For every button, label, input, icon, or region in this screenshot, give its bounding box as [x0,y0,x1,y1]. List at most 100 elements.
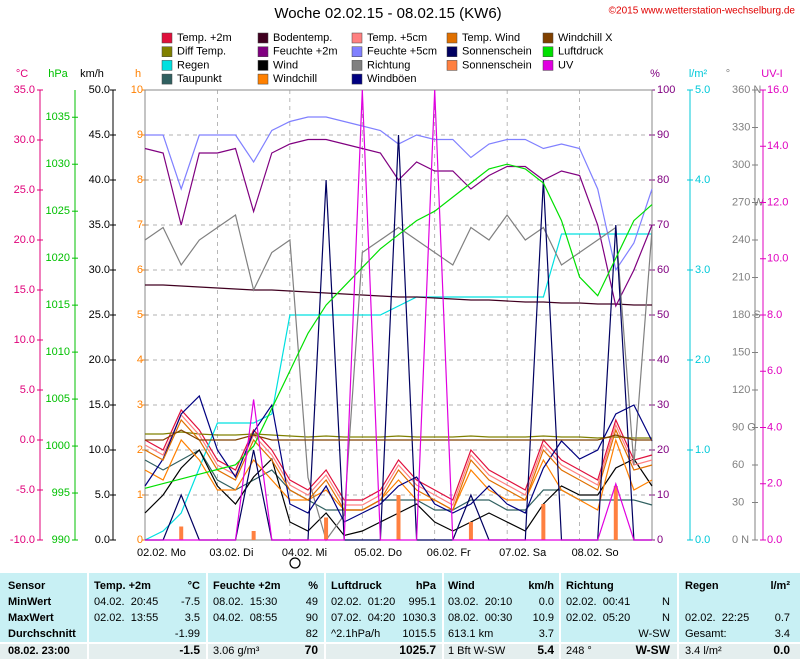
legend-label: Wind [273,59,298,71]
table-cell: 70 [305,643,319,657]
table-separators [0,573,800,659]
y-tick-label: 20 [657,444,669,456]
y-tick-label: 0.0 [20,434,35,446]
y-tick-label: 10 [657,489,669,501]
y-tick-label: 0.0 [95,534,110,546]
legend-label: Richtung [367,59,410,71]
legend-label: UV [558,59,574,71]
table-cell: 613.1 km [448,628,493,640]
y-tick-label: 70 [657,219,669,231]
y-tick-label: 0 N [732,534,749,546]
y-tick-label: 330 [732,121,750,133]
table-cell: 02.02. 22:25 [685,612,749,624]
legend-swatch [351,32,363,44]
table-cell: 1030.3 [402,612,436,624]
table-cell: 3.06 g/m³ [213,645,260,657]
y-tick-label: 4.0 [767,421,782,433]
y-tick-label: 5.0 [95,489,110,501]
table-cell: 3.4 [775,628,790,640]
y-tick-label: 4.0 [695,174,710,186]
y-tick-label: 5.0 [20,384,35,396]
y-tick-label: 45.0 [89,129,110,141]
series-line [144,233,652,541]
table-cell: 248 ° [566,645,592,657]
table-cell: 0.0 [773,643,790,657]
table-cell: l/m² [770,580,790,592]
y-tick-label: 15.0 [14,284,35,296]
table-cell: 3.7 [539,628,554,640]
y-tick-label: 16.0 [767,84,788,96]
y-tick-label: 10 [131,84,143,96]
x-tick-label: 03.02. Di [209,547,253,559]
y-tick-label: 180 S [732,309,761,321]
y-tick-label: 2 [137,444,143,456]
table-cell: 02.02. 01:20 [331,596,395,608]
legend-swatch [351,46,363,57]
series-line [144,437,653,511]
y-tick-label: 8 [137,174,143,186]
axis-title: l/m² [689,68,708,80]
y-tick-label: 2.0 [767,478,782,490]
y-tick-label: 80 [657,174,669,186]
table-cell: MinWert [8,596,52,608]
bar [541,504,546,540]
legend-label: Temp. +2m [177,32,232,44]
y-tick-label: 0 [137,534,143,546]
y-tick-label: 2.0 [695,354,710,366]
y-tick-label: 3 [137,399,143,411]
table-cell: -1.5 [179,643,200,657]
table-cell: 0.7 [775,612,790,624]
legend-label: Temp. +5cm [367,32,427,44]
table-cell: -1.99 [175,628,200,640]
table-cell: -7.5 [181,596,200,608]
y-tick-label: 120 [732,384,750,396]
legend-label: Taupunkt [177,73,222,85]
table-cell: 04.02. 08:55 [213,612,277,624]
y-tick-label: 6.0 [767,365,782,377]
y-tick-label: 14.0 [767,140,788,152]
table-cell: 995.1 [408,596,436,608]
table-cell: 07.02. 04:20 [331,612,395,624]
table-cell: Wind [448,580,475,592]
legend-swatch [161,60,173,71]
series-line [144,413,653,506]
series-line [144,138,653,308]
table-cell: 10.9 [533,612,554,624]
table-cell: 49 [306,596,318,608]
y-tick-label: 995 [52,487,70,499]
y-tick-label: 3.0 [695,264,710,276]
y-tick-label: 270 W [732,196,764,208]
table-cell: MaxWert [8,612,54,624]
table-cell: 02.02. 00:41 [566,596,630,608]
legend-label: Sonnenschein [462,46,532,58]
table-cell: km/h [528,580,554,592]
x-tick-label: 04.02. Mi [282,547,327,559]
series-line [145,429,652,441]
series-line [145,431,652,439]
bar [396,495,401,540]
legend-swatch [351,73,363,85]
y-tick-label: 990 [52,534,70,546]
bar [179,526,184,540]
legend-swatch [542,46,554,57]
table-cell: 02.02. 05:20 [566,612,630,624]
y-tick-label: 1025 [46,205,70,217]
marker-icon [289,557,301,569]
x-tick-label: 02.02. Mo [137,547,186,559]
table-cell: Gesamt: [685,628,727,640]
y-tick-label: 35.0 [89,219,110,231]
y-tick-label: 60 [657,264,669,276]
legend-swatch [542,32,554,44]
y-tick-label: 0.0 [695,534,710,546]
series-line [144,394,653,523]
legend-swatch [257,60,269,71]
y-tick-label: 50.0 [89,84,110,96]
table-cell: 5.4 [537,643,554,657]
current-row-background [0,643,800,659]
y-tick-label: 4 [137,354,143,366]
legend-swatch [257,73,269,85]
legend-swatch [351,60,363,71]
y-tick-label: 30 [657,399,669,411]
